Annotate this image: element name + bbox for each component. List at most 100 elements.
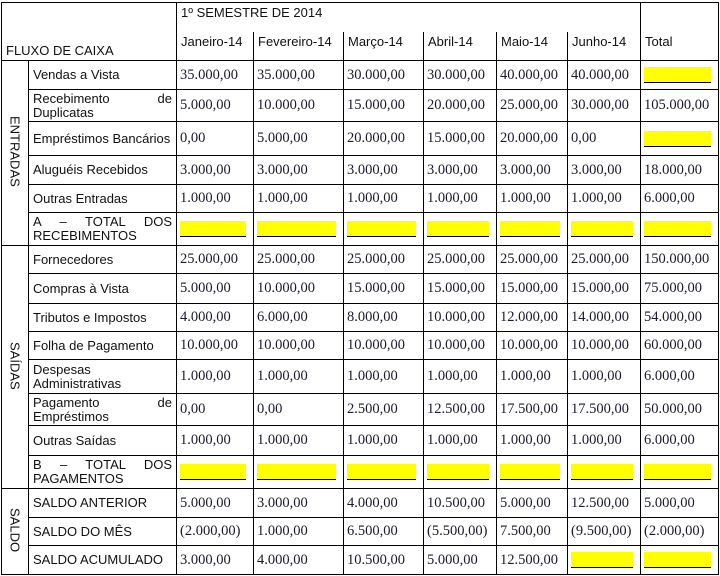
value-cell: 5.000,00	[423, 545, 497, 575]
value-cell: 1.000,00	[567, 184, 641, 213]
column-header-month: Fevereiro-14	[253, 31, 344, 61]
highlighted-blank	[427, 464, 489, 481]
value-cell: 1.000,00	[176, 425, 254, 456]
value-cell: 10.000,00	[423, 303, 497, 332]
value-cell: 40.000,00	[567, 60, 641, 90]
value-cell: 35.000,00	[253, 60, 344, 90]
blank-cell	[567, 212, 641, 246]
table-row: Outras Entradas 1.000,00 1.000,00 1.000,00 1…	[2, 184, 719, 213]
highlighted-blank	[347, 221, 416, 238]
total-header-spacer	[640, 2, 719, 32]
value-cell: 10.000,00	[496, 331, 568, 360]
blank-cell	[640, 455, 719, 489]
value-cell: 1.000,00	[343, 425, 424, 456]
value-cell: 10.000,00	[253, 273, 344, 304]
highlighted-blank	[427, 221, 489, 238]
value-cell: 40.000,00	[496, 60, 568, 90]
table-row: Folha de Pagamento 10.000,00 10.000,00 10.0…	[2, 331, 719, 360]
highlighted-blank	[500, 221, 560, 238]
highlighted-blank	[644, 221, 711, 238]
value-cell: 25.000,00	[253, 245, 344, 274]
blank-cell	[253, 455, 344, 489]
column-header-month: Abril-14	[423, 31, 497, 61]
value-cell: 6.000,00	[640, 425, 719, 456]
blank-cell	[176, 455, 254, 489]
row-label: Tributos e Impostos	[28, 303, 177, 332]
value-cell: 8.000,00	[343, 303, 424, 332]
value-cell: 0,00	[253, 393, 344, 426]
table-row: Tributos e Impostos 4.000,00 6.000,00 8.000…	[2, 303, 719, 332]
row-label: Despesas Administrativas	[28, 359, 177, 394]
column-header-month: Março-14	[343, 31, 424, 61]
row-label: SALDO ACUMULADO	[28, 545, 177, 575]
value-cell: 5.000,00	[176, 273, 254, 304]
column-header-month: Junho-14	[567, 31, 641, 61]
row-label: SALDO DO MÊS	[28, 517, 177, 546]
blank-cell	[496, 212, 568, 246]
value-cell: (5.500,00)	[423, 517, 497, 546]
value-cell: 14.000,00	[567, 303, 641, 332]
column-header-month: Maio-14	[496, 31, 568, 61]
value-cell: 7.500,00	[496, 517, 568, 546]
blank-cell	[496, 455, 568, 489]
value-cell: 10.500,00	[343, 545, 424, 575]
value-cell: 6.000,00	[640, 184, 719, 213]
value-cell: 6.500,00	[343, 517, 424, 546]
value-cell: 12.500,00	[423, 393, 497, 426]
value-cell: 1.000,00	[567, 425, 641, 456]
value-cell: 25.000,00	[176, 245, 254, 274]
value-cell: 5.000,00	[253, 121, 344, 156]
value-cell: 4.000,00	[343, 488, 424, 518]
section-label-2: SALDO	[1, 488, 29, 575]
month-header-row: Janeiro-14 Fevereiro-14 Março-14 Abril-14 Ma…	[2, 31, 719, 61]
blank-cell	[640, 121, 719, 156]
column-header-month: Janeiro-14	[176, 31, 254, 61]
row-label: SALDO ANTERIOR	[28, 488, 177, 518]
value-cell: 6.000,00	[253, 303, 344, 332]
table-row: B – TOTAL DOS PAGAMENTOS	[2, 455, 719, 489]
value-cell: (2.000,00)	[640, 517, 719, 546]
value-cell: 17.500,00	[496, 393, 568, 426]
value-cell: 105.000,00	[640, 89, 719, 122]
table-row: Outras Saídas 1.000,00 1.000,00 1.000,00 1.0…	[2, 425, 719, 456]
value-cell: 12.500,00	[496, 545, 568, 575]
value-cell: 1.000,00	[496, 359, 568, 394]
value-cell: 5.000,00	[176, 488, 254, 518]
value-cell: 15.000,00	[423, 273, 497, 304]
value-cell: 54.000,00	[640, 303, 719, 332]
row-label: Folha de Pagamento	[28, 331, 177, 360]
blank-cell	[176, 212, 254, 246]
value-cell: 3.000,00	[253, 155, 344, 185]
row-label: Vendas a Vista	[28, 60, 177, 90]
value-cell: 20.000,00	[496, 121, 568, 156]
row-label: Empréstimos Bancários	[28, 121, 177, 156]
value-cell: 1.000,00	[253, 184, 344, 213]
table-row: SAÍDAS Fornecedores 25.000,00 25.000,00 25.0…	[1, 245, 719, 489]
value-cell: 5.000,00	[496, 488, 568, 518]
value-cell: 20.000,00	[343, 121, 424, 156]
value-cell: 3.000,00	[496, 155, 568, 185]
highlighted-blank	[180, 221, 246, 238]
row-label: Aluguéis Recebidos	[28, 155, 177, 185]
value-cell: 1.000,00	[423, 184, 497, 213]
value-cell: 1.000,00	[423, 425, 497, 456]
value-cell: 10.000,00	[253, 331, 344, 360]
blank-cell	[253, 212, 344, 246]
value-cell: 20.000,00	[423, 89, 497, 122]
value-cell: 15.000,00	[567, 273, 641, 304]
blank-cell	[640, 212, 719, 246]
value-cell: 50.000,00	[640, 393, 719, 426]
row-label: Fornecedores	[28, 245, 177, 274]
value-cell: 25.000,00	[343, 245, 424, 274]
value-cell: 0,00	[176, 393, 254, 426]
table-row: Recebimento de Duplicatas 5.000,00 10.000,…	[2, 89, 719, 122]
value-cell: 1.000,00	[496, 425, 568, 456]
row-label: Recebimento de Duplicatas	[28, 89, 177, 122]
value-cell: 2.500,00	[343, 393, 424, 426]
table-row: Despesas Administrativas 1.000,00 1.000,00…	[2, 359, 719, 394]
table-row: SALDO ACUMULADO 3.000,00 4.000,00 10.500,00…	[2, 545, 719, 575]
highlighted-blank	[644, 464, 711, 481]
highlighted-blank	[571, 464, 633, 481]
value-cell: 3.000,00	[176, 545, 254, 575]
